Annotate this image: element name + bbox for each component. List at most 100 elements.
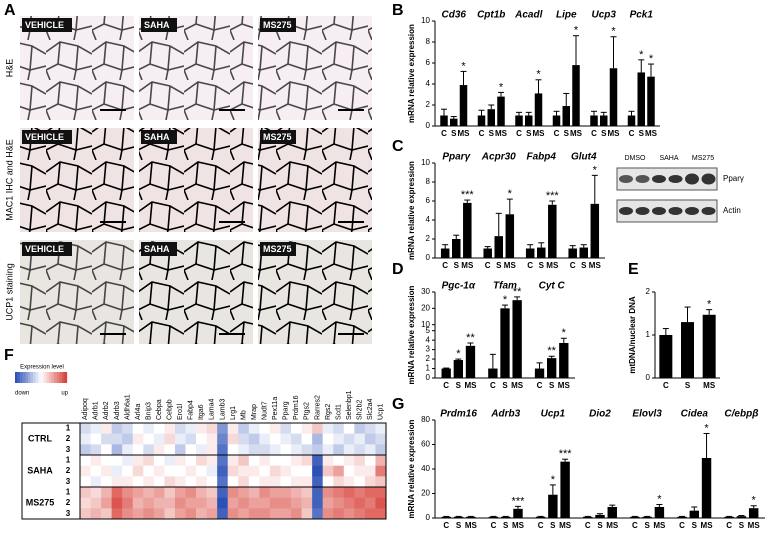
heat-cell	[269, 476, 281, 488]
gene-label: Pgc-1α	[442, 281, 476, 292]
bar	[562, 106, 570, 126]
band	[685, 173, 699, 185]
heat-cell	[375, 455, 387, 466]
heat-cell	[122, 455, 134, 466]
heat-cell	[101, 465, 112, 477]
heat-cell	[333, 508, 345, 520]
bar	[441, 516, 452, 518]
x-tick-label: C	[629, 129, 635, 138]
heat-cell	[301, 465, 313, 477]
tile-label: MS275	[263, 20, 292, 30]
significance: *	[574, 25, 579, 37]
significance: ***	[559, 448, 573, 460]
heat-cell	[111, 497, 123, 509]
gene-label: Adrb3	[490, 409, 520, 420]
heat-cell	[185, 433, 197, 445]
heat-cell	[227, 455, 239, 466]
heat-cell	[206, 465, 218, 477]
heat-cell	[301, 508, 313, 520]
x-tick-label: MS	[558, 381, 571, 390]
heat-cell	[238, 487, 250, 498]
gene-label: Sh2b2	[356, 400, 363, 420]
gene-label: Lamb3	[219, 398, 226, 420]
heat-cell	[312, 423, 323, 434]
x-tick-label: S	[639, 129, 645, 138]
significance: ***	[546, 190, 560, 202]
tissue-pattern	[139, 240, 253, 344]
bar	[659, 335, 673, 378]
row-label: 1	[66, 487, 71, 496]
heat-cell	[322, 476, 334, 488]
heat-cell	[291, 444, 302, 456]
x-tick-label: MS	[461, 261, 474, 270]
heat-cell	[291, 465, 302, 477]
colorbar-cell	[35, 372, 39, 383]
heat-cell	[185, 508, 197, 520]
heat-cell	[259, 465, 271, 477]
x-tick-label: MS	[546, 261, 559, 270]
significance: ***	[512, 495, 526, 507]
tissue-pattern	[20, 16, 134, 120]
significance: ***	[461, 189, 475, 201]
y-tick-label: 4	[426, 335, 431, 344]
heat-cell	[269, 444, 281, 456]
x-tick-label: MS	[589, 261, 602, 270]
band	[652, 207, 666, 215]
bar	[547, 358, 557, 378]
band	[652, 175, 666, 183]
x-tick-label: S	[692, 521, 698, 530]
heat-cell	[164, 455, 176, 466]
x-tick-label: C	[479, 129, 485, 138]
x-tick-label: S	[456, 381, 462, 390]
heat-cell	[269, 508, 281, 520]
bar	[689, 510, 699, 518]
y-axis-label: mtDNA/nuclear DNA	[628, 296, 637, 374]
bar	[535, 516, 546, 518]
gene-label: Ucp1	[378, 404, 385, 420]
x-tick-label: C	[442, 261, 448, 270]
heat-cell	[227, 508, 239, 520]
gene-label: Pck1	[630, 10, 654, 21]
heat-cell	[301, 487, 313, 498]
gene-label: Mb	[240, 410, 247, 420]
panel-letter: F	[4, 347, 14, 364]
heat-cell	[238, 497, 250, 509]
heat-cell	[364, 497, 376, 509]
x-tick-label: MS	[458, 129, 471, 138]
gene-label: Bnip3	[145, 402, 152, 420]
gene-label: C/ebpβ	[724, 409, 758, 420]
heat-cell	[164, 465, 176, 477]
tile-label: VEHICLE	[25, 20, 64, 30]
heat-cell	[206, 444, 218, 456]
heat-cell	[185, 487, 197, 498]
heat-cell	[185, 444, 197, 456]
y-tick-label: 10	[421, 320, 430, 329]
x-tick-label: S	[489, 129, 495, 138]
significance: *	[508, 188, 513, 200]
row-label: 3	[66, 509, 71, 518]
heat-cell	[259, 423, 271, 434]
heat-cell	[101, 497, 112, 509]
gene-label: Fabp4	[188, 400, 195, 420]
gene-label: Cyt C	[539, 281, 566, 292]
colorbar-cell	[54, 372, 57, 383]
heat-cell	[80, 487, 91, 498]
row-label: H&E	[4, 59, 14, 78]
heat-cell	[132, 444, 144, 456]
x-tick-label: C	[632, 521, 638, 530]
significance: **	[513, 286, 522, 298]
heat-cell	[164, 423, 176, 434]
row-label: 2	[66, 434, 71, 443]
heat-cell	[354, 497, 366, 509]
heat-cell	[333, 433, 345, 445]
heat-cell	[90, 423, 102, 434]
x-tick-label: MS	[559, 521, 572, 530]
x-tick-label: S	[549, 381, 555, 390]
heat-cell	[343, 465, 355, 477]
heat-cell	[227, 423, 239, 434]
heat-cell	[301, 433, 313, 445]
x-tick-label: S	[502, 381, 508, 390]
heat-cell	[153, 455, 165, 466]
bar	[583, 516, 593, 518]
heat-cell	[101, 487, 112, 498]
